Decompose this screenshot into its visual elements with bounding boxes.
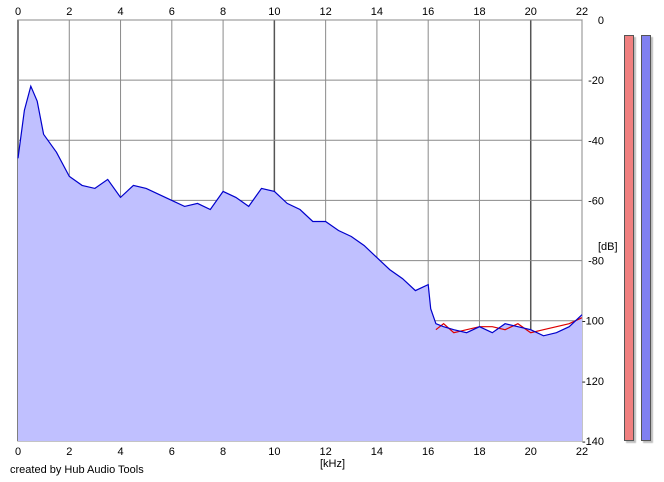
x-tick-top-1: 2 bbox=[66, 6, 72, 18]
x-tick-bottom-9: 18 bbox=[473, 446, 485, 458]
y-tick-2: -40 bbox=[588, 135, 604, 147]
x-tick-top-3: 6 bbox=[169, 6, 175, 18]
y-tick-3: -60 bbox=[588, 195, 604, 207]
y-tick-1: -20 bbox=[588, 75, 604, 87]
x-tick-bottom-0: 0 bbox=[15, 446, 21, 458]
x-tick-bottom-3: 6 bbox=[169, 446, 175, 458]
x-tick-bottom-11: 22 bbox=[576, 446, 588, 458]
x-tick-top-0: 0 bbox=[15, 6, 21, 18]
x-tick-bottom-10: 20 bbox=[525, 446, 537, 458]
x-tick-bottom-7: 14 bbox=[371, 446, 383, 458]
series-fill-0 bbox=[18, 86, 582, 441]
series-line-0 bbox=[17, 84, 583, 337]
x-tick-top-8: 16 bbox=[422, 6, 434, 18]
x-tick-bottom-6: 12 bbox=[320, 446, 332, 458]
x-tick-bottom-1: 2 bbox=[66, 446, 72, 458]
level-meter-right bbox=[641, 35, 651, 441]
level-meter-left bbox=[624, 35, 634, 441]
x-tick-top-7: 14 bbox=[371, 6, 383, 18]
x-tick-bottom-4: 8 bbox=[220, 446, 226, 458]
x-tick-top-5: 10 bbox=[268, 6, 280, 18]
x-axis-label: [kHz] bbox=[320, 458, 346, 470]
y-tick-7: -140 bbox=[582, 436, 604, 448]
x-tick-top-2: 4 bbox=[117, 6, 123, 18]
x-tick-bottom-2: 4 bbox=[117, 446, 123, 458]
x-tick-top-4: 8 bbox=[220, 6, 226, 18]
x-tick-top-9: 18 bbox=[473, 6, 485, 18]
series-layer bbox=[17, 84, 583, 441]
credit-text: created by Hub Audio Tools bbox=[10, 464, 144, 476]
y-tick-0: 0 bbox=[598, 15, 604, 27]
tick-labels: 002244668810101212141416161818202022220-… bbox=[15, 6, 604, 458]
series-line-1 bbox=[435, 317, 583, 334]
x-tick-top-6: 12 bbox=[320, 6, 332, 18]
y-axis-label: [dB] bbox=[598, 241, 618, 253]
y-tick-6: -120 bbox=[582, 376, 604, 388]
y-tick-5: -100 bbox=[582, 316, 604, 328]
x-tick-bottom-8: 16 bbox=[422, 446, 434, 458]
x-tick-top-11: 22 bbox=[576, 6, 588, 18]
x-tick-top-10: 20 bbox=[525, 6, 537, 18]
y-tick-4: -80 bbox=[588, 256, 604, 268]
x-tick-bottom-5: 10 bbox=[268, 446, 280, 458]
